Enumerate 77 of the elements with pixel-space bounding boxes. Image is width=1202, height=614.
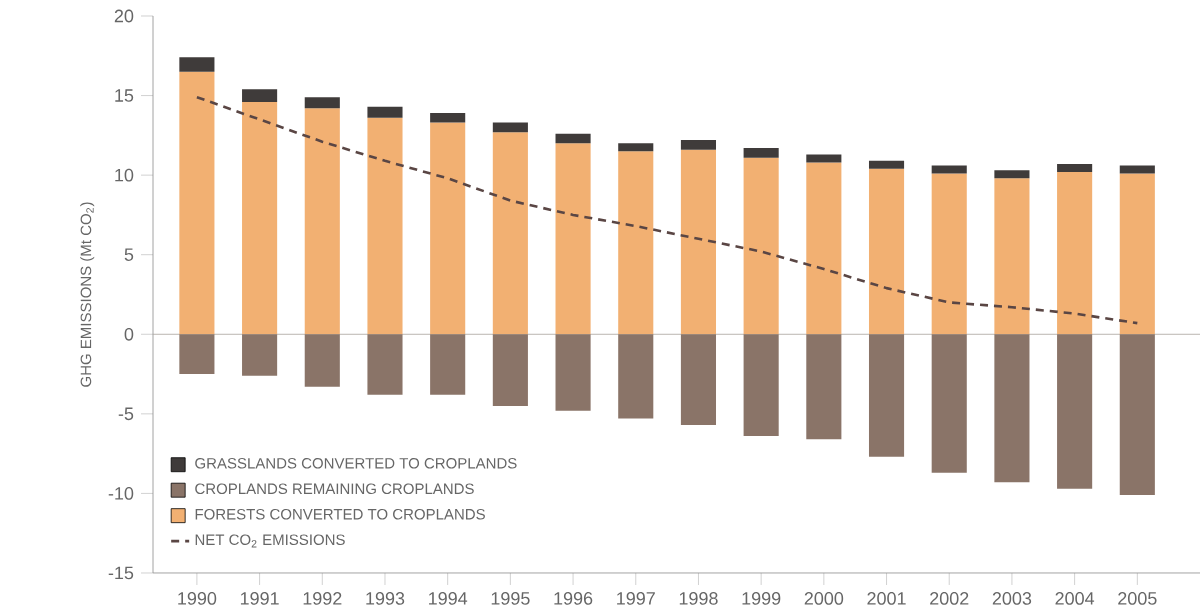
legend-label: CROPLANDS REMAINING CROPLANDS — [195, 483, 474, 495]
bar — [304, 97, 340, 109]
bar — [806, 154, 842, 163]
bar — [931, 173, 967, 335]
bar — [555, 133, 591, 144]
x-tick-label: 1993 — [366, 592, 405, 605]
bar — [931, 165, 967, 174]
bar — [179, 71, 215, 335]
legend-label: GRASSLANDS CONVERTED TO CROPLANDS — [195, 457, 517, 469]
bar — [994, 178, 1030, 335]
bar — [1057, 334, 1093, 489]
bar — [618, 334, 654, 419]
y-axis-title: GHG EMISSIONS (Mt CO$_{2}$) — [80, 202, 95, 387]
y-tick-label: -5 — [118, 407, 134, 421]
bar — [1119, 165, 1155, 174]
y-tick-label: 0 — [124, 327, 134, 341]
bar — [242, 334, 278, 376]
bar — [1057, 171, 1093, 335]
y-tick-label: 10 — [115, 168, 134, 182]
x-tick-label: 1990 — [178, 592, 217, 605]
x-tick-label: 1999 — [742, 592, 781, 605]
x-tick-label: 2002 — [930, 592, 969, 605]
bar — [367, 334, 403, 395]
bar — [492, 132, 528, 335]
bar — [430, 113, 466, 123]
bar — [367, 117, 403, 335]
bar — [806, 162, 842, 335]
bar — [868, 168, 905, 335]
bar — [555, 334, 591, 411]
x-tick-label: 1998 — [679, 592, 718, 605]
x-tick-label: 2003 — [992, 592, 1032, 605]
bar — [931, 334, 967, 473]
bar — [994, 170, 1030, 179]
bar — [304, 334, 340, 387]
bar — [743, 157, 779, 335]
bar — [743, 334, 779, 437]
bar — [806, 334, 842, 440]
y-tick-label: 5 — [124, 248, 134, 261]
bar — [743, 148, 779, 158]
x-tick-label: 2000 — [804, 592, 844, 605]
legend-label: NET CO$_{2}$ EMISSIONS — [195, 534, 345, 548]
bar — [242, 101, 278, 335]
legend-label: FORESTS CONVERTED TO CROPLANDS — [195, 508, 485, 520]
bar — [430, 334, 466, 395]
bar — [430, 122, 466, 335]
y-tick-label: -10 — [108, 487, 134, 500]
bar — [1119, 173, 1155, 335]
bar — [555, 143, 591, 335]
y-tick-label: 20 — [114, 9, 134, 23]
y-tick-label: 15 — [115, 89, 134, 102]
x-tick-label: 1994 — [429, 592, 468, 605]
bar — [492, 122, 528, 133]
x-tick-label: 1991 — [240, 592, 279, 605]
x-tick-label: 1995 — [491, 592, 530, 605]
bar — [492, 334, 528, 406]
x-tick-label: 2005 — [1118, 592, 1157, 605]
bar — [179, 57, 215, 72]
bar — [179, 334, 215, 375]
bar — [304, 108, 340, 335]
bar — [868, 160, 905, 169]
x-tick-label: 1997 — [617, 592, 655, 605]
bar — [367, 106, 403, 118]
x-tick-label: 2001 — [867, 592, 906, 605]
bar — [680, 140, 717, 150]
bar — [994, 334, 1030, 483]
x-tick-label: 1992 — [303, 592, 342, 605]
bar — [868, 334, 905, 457]
bar — [1119, 334, 1155, 496]
y-tick-label: -15 — [108, 566, 134, 580]
x-tick-label: 2004 — [1055, 592, 1095, 605]
bar — [680, 149, 717, 335]
bar — [242, 89, 278, 102]
bar — [680, 334, 717, 425]
x-tick-label: 1996 — [554, 592, 593, 605]
bar — [618, 151, 654, 335]
bar — [618, 143, 654, 152]
bar — [1057, 164, 1093, 172]
